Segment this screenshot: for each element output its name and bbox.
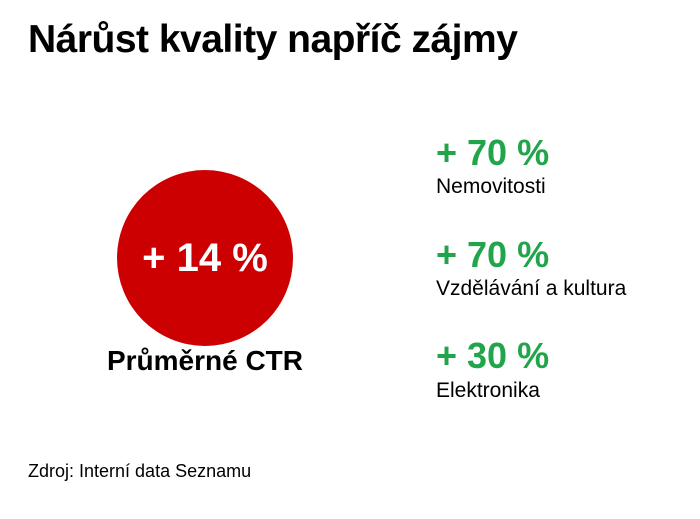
stat-value: + 70 % <box>436 132 550 173</box>
stat-item: + 70 % Vzdělávání a kultura <box>436 233 627 304</box>
stat-label: Nemovitosti <box>436 175 546 199</box>
stat-label: Elektronika <box>436 378 540 402</box>
highlight-value: + 14 % <box>142 235 268 280</box>
source-note: Zdroj: Interní data Seznamu <box>28 461 252 481</box>
page-title: Nárůst kvality napříč zájmy <box>28 18 518 61</box>
stat-item: + 70 % Nemovitosti <box>436 132 626 202</box>
stat-item: + 30 % Elektronika <box>436 335 626 405</box>
stat-value: + 30 % <box>436 335 550 377</box>
stat-value: + 70 % <box>436 233 550 275</box>
stat-label: Vzdělávání a kultura <box>436 276 627 300</box>
stats-column: + 70 % Nemovitosti + 70 % Vzdělávání a k… <box>436 132 627 438</box>
highlight-label: Průměrné CTR <box>106 345 304 376</box>
highlight-circle: + 14 % <box>117 170 293 346</box>
